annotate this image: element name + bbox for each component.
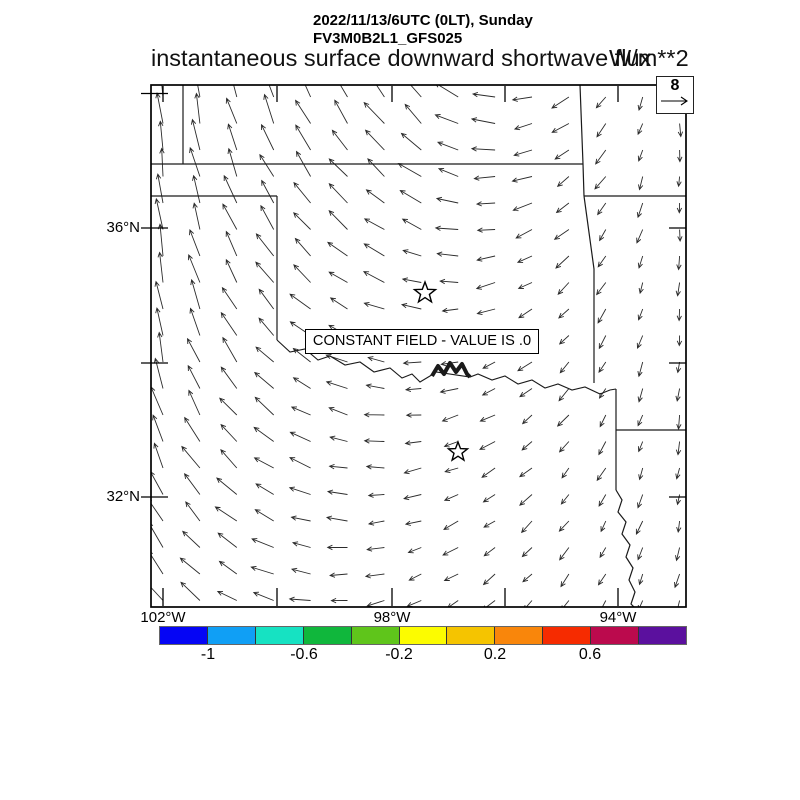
reference-vector-value: 8: [670, 77, 680, 94]
colorbar-label: 0.6: [578, 646, 602, 663]
colorbar-cell: [207, 627, 256, 644]
colorbar-cell: [399, 627, 448, 644]
header-model-id: FV3M0B2L1_GFS025: [313, 30, 463, 47]
lat-label: 36°N: [106, 219, 140, 236]
wind-vector-field: [151, 85, 684, 607]
reference-vector-box: 8: [656, 76, 694, 114]
reference-vector-arrow-icon: [661, 96, 688, 106]
map-frame: [150, 84, 687, 608]
plot-units: W/m**2: [609, 45, 689, 71]
colorbar-cell: [447, 627, 496, 644]
header-datetime: 2022/11/13/6UTC (0LT), Sunday: [313, 12, 533, 29]
star-marker: [446, 440, 470, 462]
city-markers: [412, 279, 470, 462]
colorbar-cell: [543, 627, 592, 644]
colorbar-cell: [495, 627, 544, 644]
state-border-line: [579, 85, 585, 197]
colorbar-cell: [255, 627, 304, 644]
lake-texoma-shape: [430, 361, 472, 379]
colorbar-cell: [303, 627, 352, 644]
colorbar-cell: [351, 627, 400, 644]
constant-field-note: CONSTANT FIELD - VALUE IS .0: [305, 329, 539, 354]
colorbar-label: 0.2: [483, 646, 507, 663]
star-marker: [412, 279, 438, 304]
colorbar: [159, 626, 687, 645]
lon-label: 98°W: [373, 609, 411, 626]
colorbar-cell: [160, 627, 208, 644]
colorbar-label: -0.6: [290, 646, 318, 663]
state-borders: [151, 85, 686, 607]
plot-title: instantaneous surface downward shortwave…: [151, 45, 652, 71]
colorbar-label: -1: [200, 646, 216, 663]
lon-label: 102°W: [140, 609, 186, 626]
lon-label: 94°W: [599, 609, 637, 626]
state-border-line: [583, 195, 595, 383]
lat-label: 32°N: [106, 488, 140, 505]
state-border-line: [615, 489, 636, 607]
colorbar-cell: [591, 627, 640, 644]
wind-arrows-path: [151, 85, 684, 607]
colorbar-label: -0.2: [385, 646, 413, 663]
colorbar-cell: [639, 627, 686, 644]
